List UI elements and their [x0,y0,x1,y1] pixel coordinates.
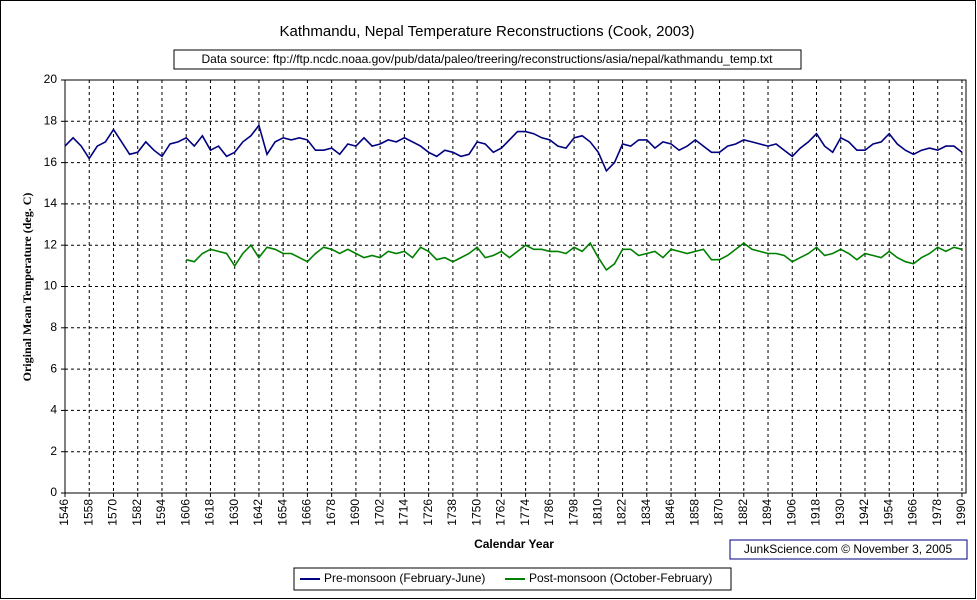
x-tick-label: 1546 [57,499,71,526]
y-tick-label: 8 [50,320,57,334]
x-tick-label: 1810 [590,499,604,526]
x-tick-label: 1870 [712,499,726,526]
x-tick-label: 1846 [663,499,677,526]
x-tick-label: 1714 [397,499,411,526]
x-tick-label: 1762 [494,499,508,526]
credit-box [729,539,968,560]
x-tick-label: 1894 [760,499,774,526]
series-line [64,123,963,173]
x-tick-label: 1558 [81,499,95,526]
x-tick-label: 1618 [203,499,217,526]
source-annotation: Data source: ftp://ftp.ncdc.noaa.gov/pub… [201,52,773,66]
x-tick-label: 1942 [857,499,871,526]
x-tick-label: 1822 [615,499,629,526]
credit-annotation: JunkScience.com © November 3, 2005 [744,542,953,556]
y-tick-label: 18 [44,113,58,127]
y-tick-label: 4 [50,403,57,417]
x-tick-label: 1882 [736,499,750,526]
y-axis-title: Original Mean Temperature (deg. C) [20,193,34,382]
y-tick-label: 6 [50,361,57,375]
x-tick-label: 1726 [421,499,435,526]
x-tick-label: 1858 [687,499,701,526]
x-tick-label: 1750 [469,499,483,526]
series-line [186,241,963,272]
x-tick-label: 1990 [954,499,968,526]
x-tick-label: 1666 [300,499,314,526]
x-tick-label: 1582 [130,499,144,526]
x-axis-title: Calendar Year [474,537,554,551]
legend-label: Post-monsoon (October-February) [529,571,712,585]
x-tick-label: 1930 [833,499,847,526]
x-tick-label: 1702 [372,499,386,526]
x-tick-label: 1918 [809,499,823,526]
y-tick-label: 14 [44,196,58,210]
x-tick-label: 1654 [275,499,289,526]
x-tick-label: 1774 [518,499,532,526]
x-tick-label: 1738 [445,499,459,526]
x-tick-label: 1606 [178,499,192,526]
x-tick-label: 1966 [906,499,920,526]
y-tick-label: 0 [50,485,57,499]
chart-title: Kathmandu, Nepal Temperature Reconstruct… [280,23,695,40]
x-tick-label: 1978 [930,499,944,526]
x-tick-label: 1834 [639,499,653,526]
x-tick-label: 1798 [566,499,580,526]
x-tick-label: 1570 [106,499,120,526]
x-tick-label: 1678 [324,499,338,526]
x-tick-label: 1690 [348,499,362,526]
x-tick-label: 1954 [881,499,895,526]
y-tick-label: 20 [44,72,58,86]
legend-label: Pre-monsoon (February-June) [324,571,485,585]
y-tick-label: 10 [44,279,58,293]
x-tick-label: 1642 [251,499,265,526]
x-tick-label: 1594 [154,499,168,526]
source-box [173,49,802,70]
x-tick-label: 1786 [542,499,556,526]
y-tick-label: 2 [50,444,57,458]
y-tick-label: 16 [44,155,58,169]
x-tick-label: 1630 [227,499,241,526]
y-tick-label: 12 [44,237,58,251]
x-tick-label: 1906 [784,499,798,526]
